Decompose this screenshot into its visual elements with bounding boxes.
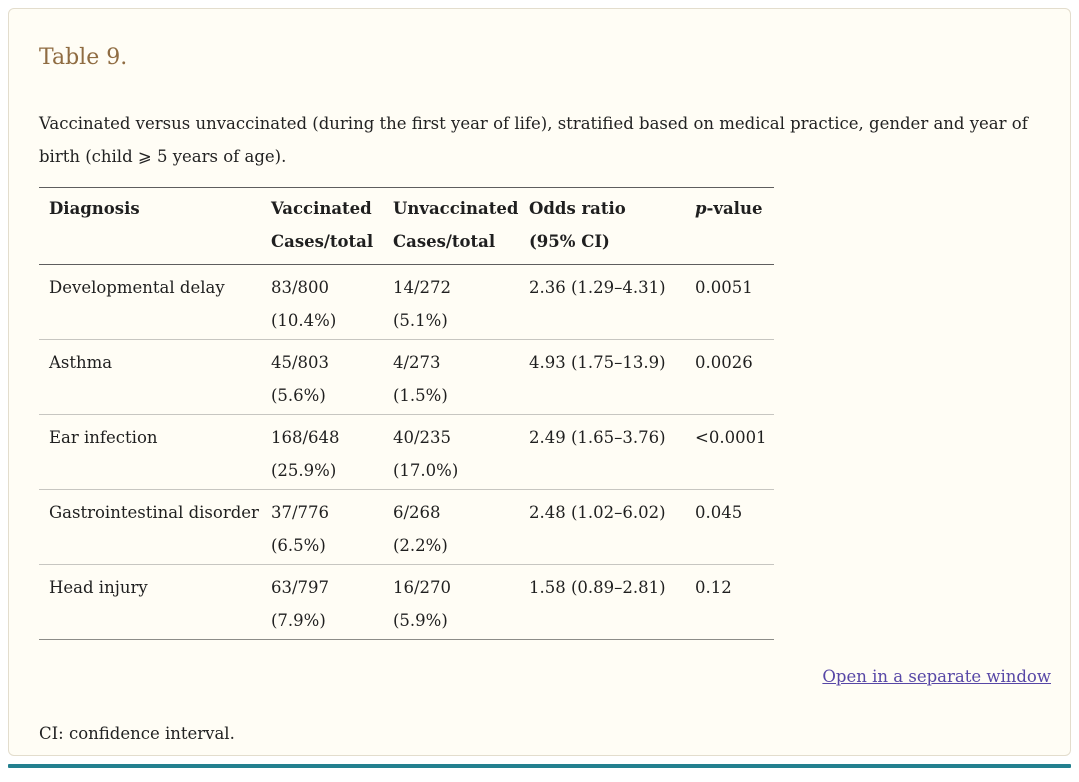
col-header-vaccinated: Vaccinated Cases/total [261, 187, 383, 265]
table-row: Developmental delay 83/800 (10.4%) 14/27… [39, 264, 774, 340]
col-header-odds-ratio: Odds ratio (95% CI) [519, 187, 685, 265]
cell-diagnosis: Ear infection [39, 414, 261, 490]
cell-p-value: <0.0001 [685, 414, 774, 490]
cell-vaccinated: 168/648 (25.9%) [261, 414, 383, 490]
cases-total-value: 168/648 [271, 428, 340, 447]
cell-odds-ratio: 1.58 (0.89–2.81) [519, 564, 685, 640]
col-header-sublabel: (95% CI) [529, 232, 610, 251]
col-header-sublabel: Cases/total [393, 232, 496, 251]
cell-p-value: 0.12 [685, 564, 774, 640]
cases-total-value: 16/270 [393, 578, 452, 597]
cell-diagnosis: Head injury [39, 564, 261, 640]
table-footnote: CI: confidence interval. [39, 724, 235, 743]
cell-odds-ratio: 2.36 (1.29–4.31) [519, 264, 685, 340]
cell-p-value: 0.0026 [685, 339, 774, 415]
cases-percent-value: (5.9%) [393, 611, 448, 630]
cases-total-value: 63/797 [271, 578, 330, 597]
col-header-label: Vaccinated [271, 199, 372, 218]
cell-vaccinated: 83/800 (10.4%) [261, 264, 383, 340]
table-title: Table 9. [39, 45, 128, 70]
cases-percent-value: (1.5%) [393, 386, 448, 405]
section-divider [8, 764, 1071, 768]
col-header-label: Diagnosis [49, 199, 140, 218]
col-header-diagnosis: Diagnosis [39, 187, 261, 265]
cases-total-value: 40/235 [393, 428, 452, 447]
cell-diagnosis: Developmental delay [39, 264, 261, 340]
cell-odds-ratio: 4.93 (1.75–13.9) [519, 339, 685, 415]
cell-diagnosis: Gastrointestinal disorder [39, 489, 261, 565]
cell-unvaccinated: 6/268 (2.2%) [383, 489, 519, 565]
data-table: Diagnosis Vaccinated Cases/total Unvacci… [39, 187, 774, 640]
col-header-label-italic: p [695, 199, 707, 218]
cases-percent-value: (6.5%) [271, 536, 326, 555]
cases-total-value: 37/776 [271, 503, 330, 522]
cell-vaccinated: 63/797 (7.9%) [261, 564, 383, 640]
cases-total-value: 45/803 [271, 353, 330, 372]
cell-unvaccinated: 14/272 (5.1%) [383, 264, 519, 340]
cases-percent-value: (7.9%) [271, 611, 326, 630]
table-row: Gastrointestinal disorder 37/776 (6.5%) … [39, 489, 774, 565]
cell-unvaccinated: 4/273 (1.5%) [383, 339, 519, 415]
cell-unvaccinated: 40/235 (17.0%) [383, 414, 519, 490]
table-actions: Open in a separate window [39, 660, 1051, 693]
col-header-label-rest: -value [706, 199, 763, 218]
cases-percent-value: (17.0%) [393, 461, 459, 480]
cases-percent-value: (10.4%) [271, 311, 337, 330]
cases-total-value: 83/800 [271, 278, 330, 297]
table-header-row: Diagnosis Vaccinated Cases/total Unvacci… [39, 187, 774, 265]
cell-p-value: 0.0051 [685, 264, 774, 340]
col-header-label: Unvaccinated [393, 199, 519, 218]
col-header-label: Odds ratio [529, 199, 626, 218]
cases-percent-value: (5.6%) [271, 386, 326, 405]
col-header-p-value: p-value [685, 187, 774, 265]
cell-unvaccinated: 16/270 (5.9%) [383, 564, 519, 640]
table-row: Ear infection 168/648 (25.9%) 40/235 (17… [39, 414, 774, 490]
table-card: Table 9. Vaccinated versus unvaccinated … [8, 8, 1071, 756]
cell-p-value: 0.045 [685, 489, 774, 565]
table-caption: Vaccinated versus unvaccinated (during t… [39, 114, 1028, 166]
cases-total-value: 6/268 [393, 503, 441, 522]
col-header-sublabel: Cases/total [271, 232, 374, 251]
cases-total-value: 14/272 [393, 278, 452, 297]
open-separate-window-link[interactable]: Open in a separate window [822, 667, 1051, 686]
cases-total-value: 4/273 [393, 353, 441, 372]
cell-diagnosis: Asthma [39, 339, 261, 415]
col-header-unvaccinated: Unvaccinated Cases/total [383, 187, 519, 265]
cell-vaccinated: 45/803 (5.6%) [261, 339, 383, 415]
cell-odds-ratio: 2.48 (1.02–6.02) [519, 489, 685, 565]
cases-percent-value: (25.9%) [271, 461, 337, 480]
cell-odds-ratio: 2.49 (1.65–3.76) [519, 414, 685, 490]
cases-percent-value: (2.2%) [393, 536, 448, 555]
cell-vaccinated: 37/776 (6.5%) [261, 489, 383, 565]
table-row: Asthma 45/803 (5.6%) 4/273 (1.5%) 4.93 (… [39, 339, 774, 415]
cases-percent-value: (5.1%) [393, 311, 448, 330]
table-row: Head injury 63/797 (7.9%) 16/270 (5.9%) … [39, 564, 774, 640]
